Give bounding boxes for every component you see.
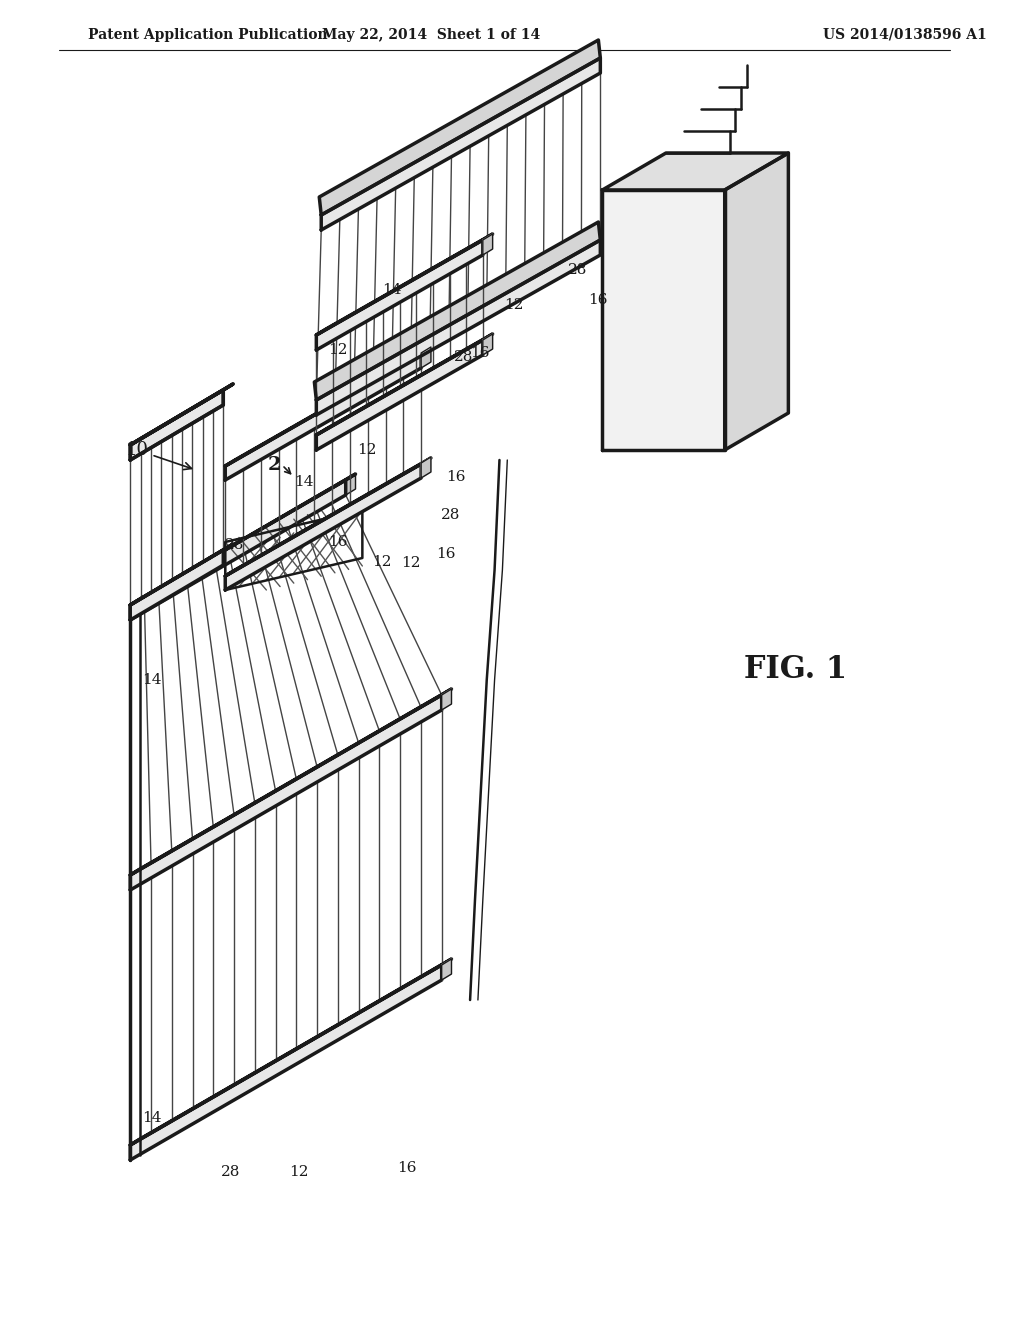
- Polygon shape: [316, 240, 600, 414]
- Polygon shape: [130, 389, 223, 459]
- Text: 28: 28: [220, 1166, 240, 1179]
- Polygon shape: [225, 458, 431, 576]
- Text: FIG. 1: FIG. 1: [744, 655, 847, 685]
- Polygon shape: [602, 153, 788, 190]
- Text: 28: 28: [454, 350, 473, 364]
- Polygon shape: [441, 689, 452, 710]
- Text: 14: 14: [142, 673, 162, 686]
- Text: 16: 16: [328, 535, 347, 549]
- Text: 2: 2: [267, 455, 281, 474]
- Text: 16: 16: [445, 470, 465, 484]
- Text: 16: 16: [588, 293, 607, 308]
- Polygon shape: [316, 334, 493, 436]
- Polygon shape: [316, 341, 483, 450]
- Polygon shape: [225, 354, 421, 480]
- Polygon shape: [130, 965, 441, 1160]
- Text: 16: 16: [470, 346, 489, 360]
- Polygon shape: [130, 550, 223, 620]
- Polygon shape: [319, 40, 600, 215]
- Polygon shape: [421, 457, 431, 478]
- Polygon shape: [130, 960, 452, 1144]
- Polygon shape: [421, 347, 431, 368]
- Polygon shape: [130, 689, 452, 875]
- Text: 14: 14: [294, 475, 313, 488]
- Text: 14: 14: [382, 282, 401, 297]
- Polygon shape: [316, 234, 493, 335]
- Polygon shape: [225, 465, 421, 590]
- Text: 12: 12: [505, 298, 524, 312]
- Polygon shape: [314, 222, 600, 400]
- Text: 12: 12: [328, 343, 347, 356]
- Text: 28: 28: [568, 263, 588, 277]
- Text: 12: 12: [372, 554, 392, 569]
- Polygon shape: [130, 384, 233, 445]
- Polygon shape: [130, 474, 355, 605]
- Text: US 2014/0138596 A1: US 2014/0138596 A1: [822, 28, 986, 42]
- Text: Patent Application Publication: Patent Application Publication: [88, 28, 328, 42]
- Polygon shape: [130, 480, 346, 620]
- Polygon shape: [322, 58, 600, 230]
- Text: 16: 16: [396, 1162, 416, 1175]
- Polygon shape: [130, 384, 233, 445]
- Text: 14: 14: [142, 1111, 162, 1125]
- Polygon shape: [225, 348, 431, 466]
- Polygon shape: [346, 474, 355, 495]
- Polygon shape: [602, 190, 725, 450]
- Polygon shape: [130, 544, 233, 605]
- Text: 10: 10: [126, 441, 191, 470]
- Text: May 22, 2014  Sheet 1 of 14: May 22, 2014 Sheet 1 of 14: [322, 28, 540, 42]
- Polygon shape: [725, 153, 788, 450]
- Polygon shape: [130, 389, 223, 459]
- Text: 16: 16: [436, 546, 456, 561]
- Text: 28: 28: [225, 539, 245, 552]
- Polygon shape: [316, 240, 483, 350]
- Text: 12: 12: [357, 444, 377, 457]
- Polygon shape: [483, 334, 493, 355]
- Polygon shape: [130, 696, 441, 890]
- Polygon shape: [483, 234, 493, 255]
- Text: 12: 12: [401, 556, 421, 570]
- Polygon shape: [441, 960, 452, 979]
- Text: 12: 12: [289, 1166, 308, 1179]
- Text: 28: 28: [440, 508, 460, 521]
